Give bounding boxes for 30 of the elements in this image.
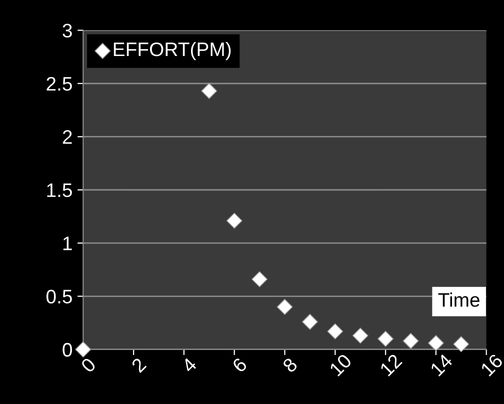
y-tick-label: 1.5 xyxy=(47,184,72,198)
point xyxy=(352,328,368,344)
x-tick-label: 10 xyxy=(328,353,352,377)
x-tick-label: 8 xyxy=(282,357,298,374)
point xyxy=(252,271,268,288)
x-tick-label: 14 xyxy=(430,353,454,376)
point xyxy=(226,212,242,229)
point xyxy=(453,336,470,352)
point xyxy=(378,330,394,347)
y-tick-label: 2 xyxy=(62,130,72,144)
point xyxy=(402,332,419,349)
x-tick-label: 16 xyxy=(480,353,504,377)
legend-label: EFFORT(PM) xyxy=(114,42,231,60)
point xyxy=(276,298,293,315)
y-tick-label: 1 xyxy=(63,236,72,250)
point xyxy=(302,314,318,330)
x-tick-label: 4 xyxy=(180,356,198,374)
point xyxy=(75,341,92,358)
x-tick-label: 12 xyxy=(379,353,402,376)
y-tick-label: 3 xyxy=(62,24,72,38)
x-tick-label: 6 xyxy=(232,357,248,374)
point xyxy=(327,323,344,340)
point xyxy=(428,335,444,352)
y-tick-label: 2.5 xyxy=(46,76,72,91)
point xyxy=(201,82,218,99)
y-tick-label: 0.5 xyxy=(46,290,72,304)
y-tick-label: 0 xyxy=(62,342,72,357)
x-tick-label: 0 xyxy=(80,356,97,374)
x-axis-title: Time xyxy=(438,292,480,307)
x-tick-label: 2 xyxy=(130,357,147,373)
